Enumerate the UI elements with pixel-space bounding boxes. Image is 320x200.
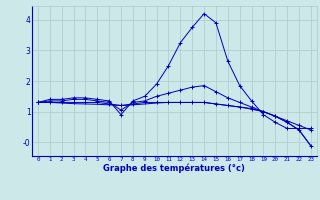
X-axis label: Graphe des températures (°c): Graphe des températures (°c) — [103, 164, 245, 173]
